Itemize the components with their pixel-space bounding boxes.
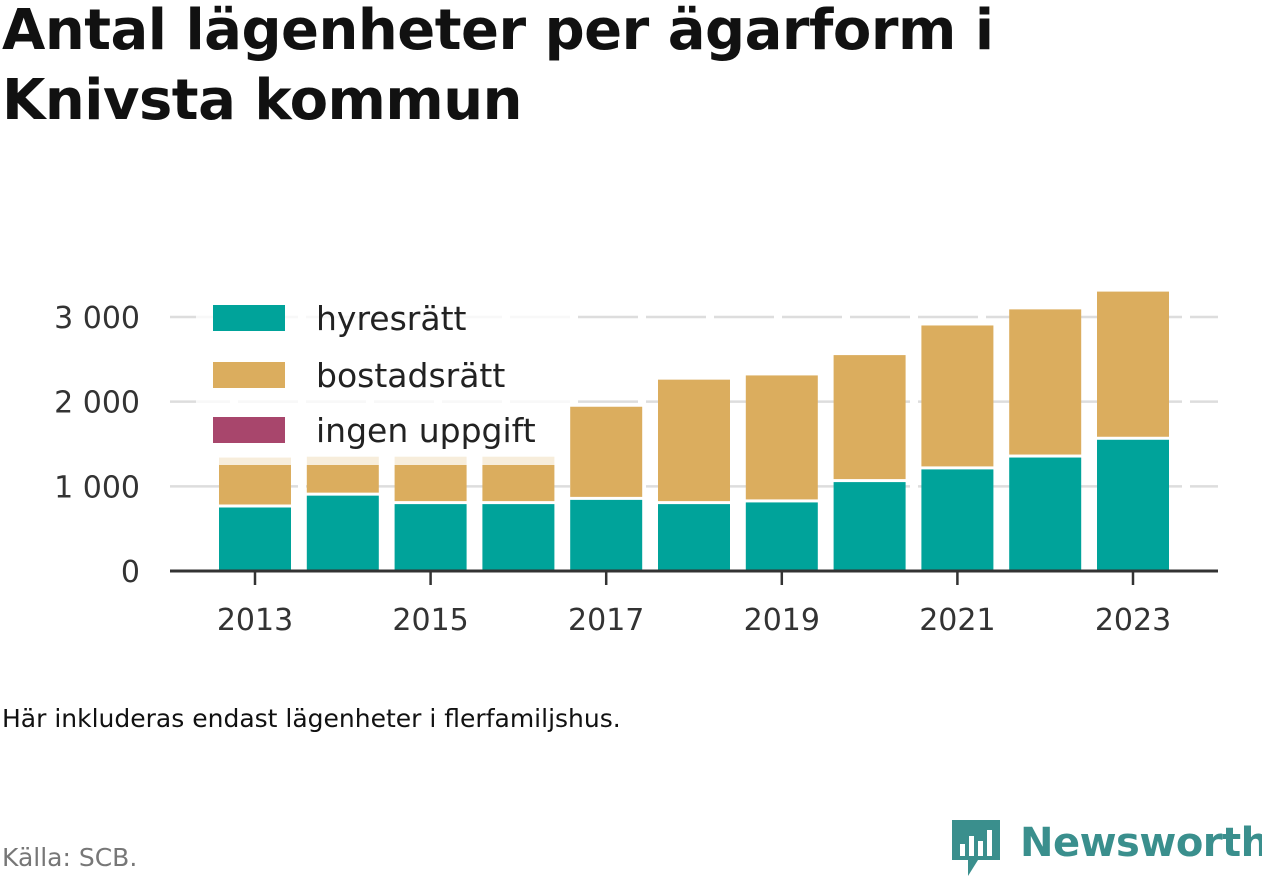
- legend-swatch: [213, 305, 285, 331]
- bar-segment: [1009, 457, 1082, 571]
- bar-segment: [921, 325, 994, 467]
- y-tick-label: 2 000: [54, 386, 140, 421]
- bars: [219, 291, 1169, 571]
- bar-segment: [306, 495, 379, 571]
- legend-label: ingen uppgift: [316, 411, 536, 450]
- newsworthy-logo-text: Newsworthy: [1020, 820, 1262, 866]
- chart-note: Här inkluderas endast lägenheter i flerf…: [2, 704, 621, 733]
- bar-segment: [833, 482, 906, 571]
- bar-segment: [745, 502, 818, 571]
- axes: 0 1 000 2 000 3 000 2013 2015 2017 2019 2021 2023: [54, 301, 1218, 638]
- y-tick-label: 3 000: [54, 301, 140, 336]
- bar-segment: [1009, 309, 1082, 455]
- stacked-bar-chart: hyresrätt bostadsrätt ingen uppgift 0 1 000…: [54, 283, 1218, 638]
- bar-segment: [570, 499, 643, 571]
- newsworthy-logo-icon: [952, 820, 1000, 876]
- y-tick-label: 0: [121, 555, 140, 590]
- newsworthy-logo: Newsworthy: [948, 818, 1262, 880]
- legend: hyresrätt bostadsrätt ingen uppgift: [196, 283, 570, 465]
- bar-segment: [219, 507, 291, 571]
- y-tick-label: 1 000: [54, 470, 140, 505]
- bar-segment: [482, 504, 555, 571]
- bar-segment: [658, 379, 730, 502]
- bar-segment: [1097, 439, 1169, 571]
- bar-segment: [658, 504, 730, 571]
- legend-swatch: [213, 417, 285, 443]
- legend-label: hyresrätt: [316, 299, 467, 338]
- x-tick-label: 2017: [568, 603, 644, 638]
- bar-segment: [745, 375, 818, 500]
- x-tick-label: 2019: [744, 603, 820, 638]
- legend-swatch: [213, 362, 285, 388]
- x-tick-label: 2013: [217, 603, 293, 638]
- bar-segment: [219, 457, 291, 505]
- x-tick-label: 2015: [392, 603, 468, 638]
- bar-segment: [1097, 291, 1169, 437]
- bar-segment: [394, 504, 467, 571]
- legend-label: bostadsrätt: [316, 356, 505, 395]
- bar-segment: [833, 355, 906, 480]
- source-credit: Källa: SCB.: [2, 843, 138, 872]
- chart-title: Antal lägenheter per ägarform i Knivsta …: [2, 0, 994, 133]
- x-tick-label: 2021: [919, 603, 995, 638]
- bar-segment: [921, 469, 994, 571]
- x-tick-label: 2023: [1095, 603, 1171, 638]
- bar-segment: [570, 406, 643, 497]
